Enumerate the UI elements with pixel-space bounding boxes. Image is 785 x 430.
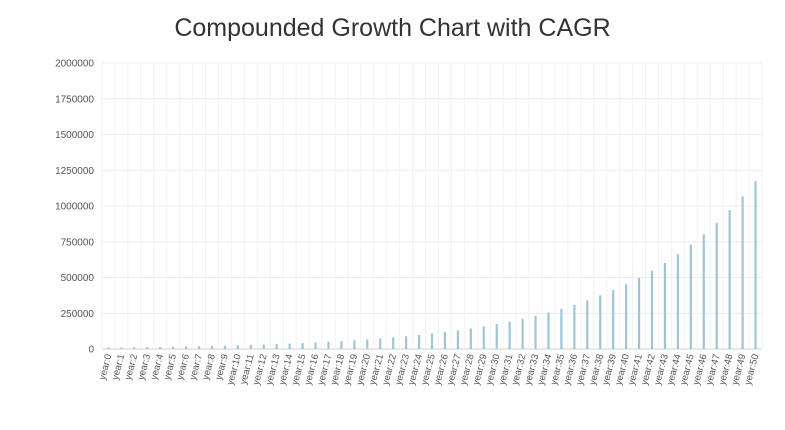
y-tick-label: 750000 (61, 237, 95, 248)
bar (340, 341, 343, 349)
bar (456, 330, 459, 349)
bar (275, 344, 278, 349)
bar (586, 300, 589, 349)
grid (101, 62, 763, 350)
bar (637, 277, 641, 349)
bar (560, 308, 563, 349)
bar (223, 345, 227, 349)
bar (314, 342, 317, 349)
bar (366, 339, 369, 349)
bar (715, 222, 718, 349)
y-tick-label: 1750000 (55, 94, 94, 105)
bar (650, 270, 654, 349)
bar (521, 318, 524, 349)
bar (236, 345, 239, 349)
y-tick-label: 1000000 (55, 202, 94, 213)
bar (728, 210, 731, 349)
bar (249, 344, 252, 349)
y-tick-label: 250000 (61, 309, 95, 320)
bar (741, 196, 744, 349)
bar (547, 312, 550, 349)
bar (443, 331, 447, 349)
bar (689, 244, 692, 349)
bar (430, 333, 434, 349)
bar (573, 304, 576, 349)
bar (301, 343, 304, 349)
y-tick-label: 0 (88, 345, 94, 356)
bar (534, 315, 537, 349)
bar (210, 345, 214, 349)
bar (392, 337, 395, 349)
bar (495, 324, 498, 349)
bar (663, 262, 667, 349)
bar (120, 347, 123, 349)
bar (133, 347, 136, 349)
bar (185, 346, 188, 349)
x-axis-ticks: year:0year:1year:2year:3year:4year:5year… (97, 353, 762, 386)
bar (612, 290, 615, 349)
bar (754, 181, 757, 349)
bar (288, 343, 291, 349)
bar (262, 344, 265, 349)
y-axis-ticks: 0 250000 500000 750000 1000000 1250000 1500000… (55, 59, 94, 356)
bar (172, 346, 175, 349)
bar (405, 336, 408, 349)
bar (417, 334, 421, 349)
bar (599, 295, 602, 349)
bar (482, 326, 485, 349)
bar (625, 284, 628, 349)
y-tick-label: 1500000 (55, 130, 94, 141)
bar (676, 254, 679, 349)
bar (107, 347, 110, 349)
y-tick-label: 2000000 (55, 59, 94, 70)
bars (107, 181, 757, 349)
bar (159, 346, 162, 349)
y-tick-label: 1250000 (55, 166, 94, 177)
y-tick-label: 500000 (61, 273, 95, 284)
bar (702, 234, 705, 349)
bar (197, 346, 201, 349)
bar (508, 321, 511, 349)
bar (379, 338, 382, 349)
bar (327, 341, 330, 349)
bar (353, 340, 356, 349)
bar (146, 347, 149, 349)
bar (469, 328, 472, 349)
chart-title: Compounded Growth Chart with CAGR (174, 14, 611, 42)
